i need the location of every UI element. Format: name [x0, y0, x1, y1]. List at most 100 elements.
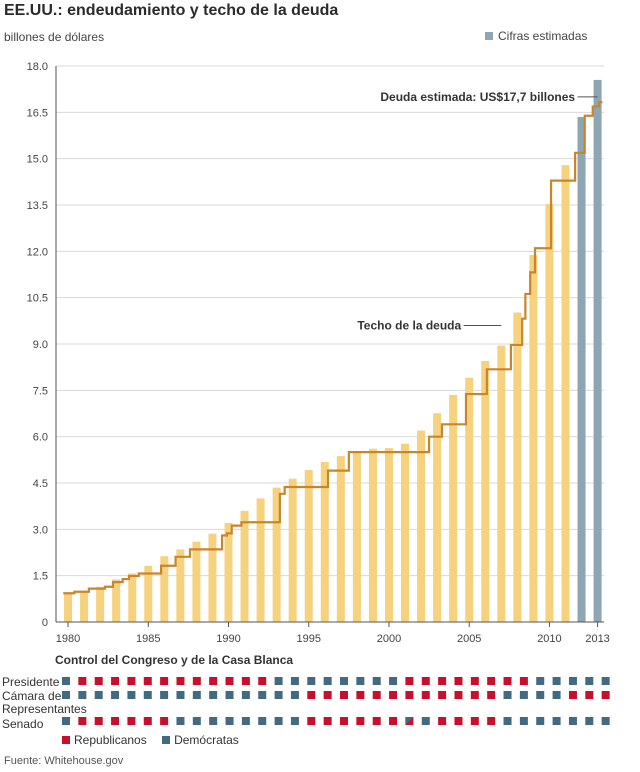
control-cell	[389, 717, 398, 725]
control-cell	[323, 691, 332, 699]
y-axis-units-label: billones de dólares	[4, 30, 105, 44]
republican-swatch-icon	[62, 736, 70, 744]
annotation-estimated-debt: Deuda estimada: US$17,7 billones	[380, 90, 575, 104]
y-tick-label: 18.0	[27, 61, 48, 73]
democrat-swatch-icon	[162, 736, 171, 744]
control-cell	[176, 677, 185, 685]
control-cell	[111, 717, 120, 725]
control-cell	[258, 691, 267, 699]
control-cell	[487, 691, 496, 699]
control-cell	[127, 677, 136, 685]
control-cell	[160, 717, 169, 725]
debt-bar	[288, 478, 297, 622]
debt-bar	[208, 533, 217, 622]
debt-bar	[240, 510, 249, 622]
control-cell	[258, 677, 267, 685]
control-cell	[241, 677, 250, 685]
control-cell	[536, 717, 545, 725]
control-cell	[290, 717, 299, 725]
control-cell	[209, 717, 218, 725]
control-cell	[421, 717, 430, 725]
control-cell	[389, 677, 398, 685]
debt-bar	[513, 312, 522, 622]
debt-bar	[433, 413, 442, 622]
control-cell	[160, 691, 169, 699]
legend-republicans: Republicanos	[62, 733, 147, 747]
legend-estimated: Cifras estimadas	[485, 29, 587, 43]
bars	[64, 79, 602, 623]
y-axis-ticks: 0 1.5 3.0 4.5 6.0 7.5 9.0 10.5 12.0 13.5 15.0 16.5 1…	[27, 61, 48, 629]
control-cell	[568, 677, 577, 685]
control-cell	[552, 691, 561, 699]
y-tick-label: 4.5	[33, 478, 48, 490]
control-cell	[519, 677, 528, 685]
debt-bar	[96, 586, 105, 622]
control-cell	[192, 691, 201, 699]
control-cell	[536, 677, 545, 685]
y-tick-label: 10.5	[27, 293, 48, 305]
x-axis-ticks: 1980 1985 1990 1995 2000 2005 2010 2013	[56, 622, 610, 645]
control-cell	[111, 691, 120, 699]
x-tick-label: 1990	[216, 633, 240, 645]
control-cell	[62, 717, 70, 725]
debt-bar	[417, 430, 426, 622]
debt-bar	[320, 461, 329, 622]
control-cell	[258, 717, 267, 725]
control-cell	[405, 691, 414, 699]
debt-bar	[497, 345, 506, 622]
control-section-title: Control del Congreso y de la Casa Blanca	[55, 653, 294, 667]
control-cell	[585, 717, 594, 725]
control-cell	[192, 717, 201, 725]
x-tick-label: 2010	[537, 633, 561, 645]
control-cell	[307, 691, 316, 699]
control-cell	[356, 717, 365, 725]
control-cell	[438, 691, 447, 699]
control-cell	[585, 691, 594, 699]
ceiling-line	[63, 101, 603, 595]
control-cell	[503, 717, 512, 725]
control-cell	[438, 677, 447, 685]
y-tick-label: 9.0	[33, 339, 48, 351]
debt-chart: 0 1.5 3.0 4.5 6.0 7.5 9.0 10.5 12.0 13.5 15.0 16.5 1…	[27, 61, 610, 645]
control-cell	[519, 691, 528, 699]
chart-title: EE.UU.: endeudamiento y techo de la deud…	[4, 2, 339, 19]
control-cell	[405, 677, 414, 685]
control-cell	[192, 677, 201, 685]
debt-bar	[529, 255, 538, 623]
source-note: Fuente: Whitehouse.gov	[4, 755, 124, 767]
annotation-ceiling: Techo de la deuda	[357, 318, 461, 332]
debt-bar	[192, 541, 201, 622]
x-tick-label: 2013	[585, 633, 609, 645]
control-cell	[307, 717, 316, 725]
control-cell	[519, 717, 528, 725]
row-label-senate: Senado	[2, 717, 44, 731]
control-cell	[454, 691, 463, 699]
debt-bar	[64, 593, 73, 622]
debt-bar	[368, 448, 377, 622]
control-cell	[503, 677, 512, 685]
control-cell	[176, 691, 185, 699]
y-tick-label: 1.5	[33, 571, 48, 583]
control-cell	[503, 691, 512, 699]
x-tick-label: 2000	[377, 633, 401, 645]
control-cell	[372, 691, 381, 699]
debt-bar	[449, 394, 458, 622]
control-cell	[470, 717, 479, 725]
y-tick-label: 7.5	[33, 385, 48, 397]
control-cell	[536, 691, 545, 699]
control-cell	[405, 717, 414, 725]
control-cell	[176, 717, 185, 725]
estimated-bar	[593, 79, 602, 622]
x-tick-label: 1980	[56, 633, 80, 645]
control-cell	[78, 677, 87, 685]
y-tick-label: 16.5	[27, 107, 48, 119]
control-cell	[225, 717, 234, 725]
control-cell	[225, 691, 234, 699]
control-cell	[552, 717, 561, 725]
debt-bar	[545, 204, 554, 622]
control-cell	[340, 677, 348, 685]
control-cell	[290, 677, 299, 685]
debt-bar	[224, 522, 233, 622]
control-cell	[225, 677, 234, 685]
ceiling-line-group	[63, 101, 603, 595]
